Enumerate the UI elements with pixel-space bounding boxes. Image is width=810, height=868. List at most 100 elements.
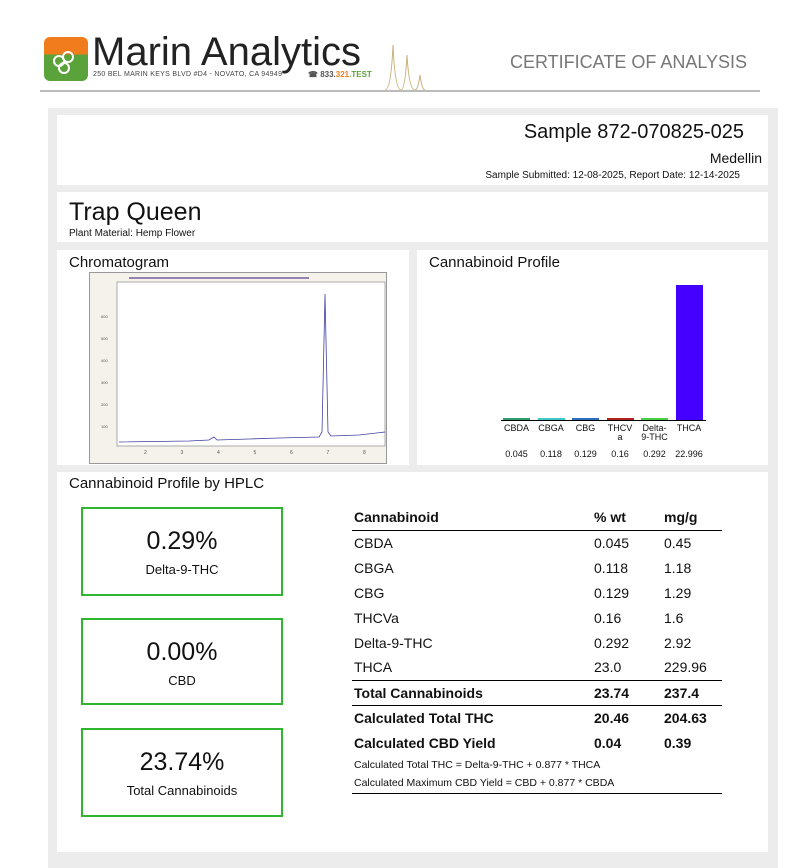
profile-panel: Cannabinoid Profile CBDA 0.045 CBGA 0.118 CB… xyxy=(417,250,768,465)
category-label: CBGA xyxy=(538,423,564,433)
table-header: Cannabinoid% wt mg/g xyxy=(352,505,722,531)
formula-note: Calculated Total THC = Delta-9-THC + 0.8… xyxy=(352,755,722,774)
bar-cbda xyxy=(503,418,530,420)
product-name: Trap Queen xyxy=(69,198,202,226)
table-cell: 0.45 xyxy=(664,534,692,551)
logo xyxy=(44,37,88,81)
kpi-label: Delta-9-THC xyxy=(145,562,219,577)
plant-material: Plant Material: Hemp Flower xyxy=(69,228,196,239)
category-label: CBDA xyxy=(503,423,529,433)
table-cell: Calculated Total THC xyxy=(354,709,494,726)
table-cell: 0.39 xyxy=(664,734,692,751)
table-cell: 23.0 xyxy=(594,659,622,676)
value-label: 0.118 xyxy=(540,449,562,459)
table-row: CBG 0.129 1.29 xyxy=(352,580,722,605)
table-cell: 0.04 xyxy=(594,734,622,751)
chromatogram-title: Chromatogram xyxy=(69,254,170,271)
x-tick: 7 xyxy=(327,450,330,456)
y-tick: 600 xyxy=(101,314,108,319)
x-tick: 5 xyxy=(254,450,257,456)
kpi-value: 0.00% xyxy=(146,638,218,666)
kpi-total: 23.74% Total Cannabinoids xyxy=(81,728,283,817)
y-tick: 200 xyxy=(101,402,108,407)
y-tick: 500 xyxy=(101,336,108,341)
kpi-label: CBD xyxy=(168,673,196,688)
kpi-value: 0.29% xyxy=(146,527,218,555)
category-label: Delta- 9-THC xyxy=(641,423,668,442)
sample-dates: Sample Submitted: 12-08-2025, Report Dat… xyxy=(485,170,740,181)
hplc-title: Cannabinoid Profile by HPLC xyxy=(69,475,265,492)
total-row: Calculated CBD Yield 0.04 0.39 xyxy=(352,730,722,755)
total-row: Total Cannabinoids 23.74 237.4 xyxy=(352,679,722,706)
table-cell: 204.63 xyxy=(664,709,707,726)
table-cell: CBG xyxy=(354,584,385,601)
bar-delta-9-thc xyxy=(641,418,668,420)
kpi-value: 23.74% xyxy=(139,748,225,776)
phone: ☎ 833.321.TEST xyxy=(308,70,372,79)
y-tick: 100 xyxy=(101,424,108,429)
table-row: CBDA 0.045 0.45 xyxy=(352,530,722,555)
table-cell: 0.118 xyxy=(594,559,628,576)
client-name: Medellin xyxy=(709,150,762,166)
table-cell: 1.6 xyxy=(664,609,684,626)
table-cell: 23.74 xyxy=(592,679,662,706)
value-label: 0.129 xyxy=(574,449,597,459)
cannabinoid-table: Cannabinoid% wt mg/g CBDA 0.045 0.45 CBGA 0.1… xyxy=(352,505,722,794)
x-tick: 4 xyxy=(217,450,220,456)
bar-cbg xyxy=(572,418,599,420)
doc-type: CERTIFICATE OF ANALYSIS xyxy=(510,52,748,72)
address: 250 BEL MARIN KEYS BLVD #D4 - NOVATO, CA… xyxy=(93,71,283,78)
bar-thca xyxy=(675,285,703,420)
col-header: mg/g xyxy=(662,505,722,531)
y-tick: 300 xyxy=(101,380,108,385)
table-cell: 0.129 xyxy=(594,584,630,601)
y-tick: 400 xyxy=(101,358,108,363)
value-label: 0.045 xyxy=(505,449,528,459)
total-row: Calculated Total THC 20.46 204.63 xyxy=(352,705,722,730)
x-tick: 3 xyxy=(181,450,184,456)
brand-name: Marin Analytics xyxy=(92,30,361,74)
value-label: 0.16 xyxy=(611,449,629,459)
x-tick: 2 xyxy=(144,450,147,456)
kpi-cbd: 0.00% CBD xyxy=(81,618,283,705)
table-cell: THCA xyxy=(354,659,393,676)
profile-title: Cannabinoid Profile xyxy=(429,254,560,271)
formula-text: Calculated Maximum CBD Yield = CBD + 0.8… xyxy=(352,774,722,794)
x-tick: 8 xyxy=(363,450,366,456)
bar-cbga xyxy=(537,418,565,420)
x-axis xyxy=(501,420,706,421)
table-cell: 20.46 xyxy=(594,709,630,726)
chromatogram-panel: Chromatogram 100 200 300 400 500 600 2 3 4 5 6 7 8 xyxy=(57,250,409,465)
table-cell: Calculated CBD Yield xyxy=(354,734,496,751)
table-cell: Total Cannabinoids xyxy=(352,679,592,706)
formula-text: Calculated Total THC = Delta-9-THC + 0.8… xyxy=(354,758,601,771)
category-label: CBG xyxy=(575,423,596,433)
kpi-label: Total Cannabinoids xyxy=(126,783,238,798)
table-cell: 0.292 xyxy=(594,634,630,651)
chromatogram-image: 100 200 300 400 500 600 2 3 4 5 6 7 8 xyxy=(89,272,387,464)
table-cell: Delta-9-THC xyxy=(354,634,433,651)
table-cell: 1.18 xyxy=(664,559,692,576)
sample-panel: Sample 872-070825-025 Medellin Sample Su… xyxy=(57,115,768,185)
table-row: CBGA 0.118 1.18 xyxy=(352,555,722,580)
table-cell: 0.045 xyxy=(594,534,630,551)
kpi-delta9: 0.29% Delta-9-THC xyxy=(81,507,283,596)
category-label: THCV a xyxy=(607,423,633,442)
table-row: THCA 23.0 229.96 xyxy=(352,655,722,680)
formula-note: Calculated Maximum CBD Yield = CBD + 0.8… xyxy=(352,774,722,794)
table-row: THCVa 0.16 1.6 xyxy=(352,605,722,630)
table-cell: 1.29 xyxy=(664,584,692,601)
phone-part: .TEST xyxy=(349,70,372,79)
col-header: % wt xyxy=(592,505,662,531)
peaks-decoration xyxy=(385,44,425,91)
col-header: Cannabinoid xyxy=(352,505,592,531)
table-cell: 0.16 xyxy=(594,609,622,626)
table-cell: CBGA xyxy=(354,559,394,576)
value-label: 22.996 xyxy=(675,449,703,459)
table-cell: CBDA xyxy=(354,534,393,551)
header-divider xyxy=(40,90,760,92)
phone-part: 833. xyxy=(320,70,336,79)
bar-thcv-a xyxy=(606,418,634,420)
value-label: 0.292 xyxy=(643,449,666,459)
product-panel: Trap Queen Plant Material: Hemp Flower xyxy=(57,192,768,242)
